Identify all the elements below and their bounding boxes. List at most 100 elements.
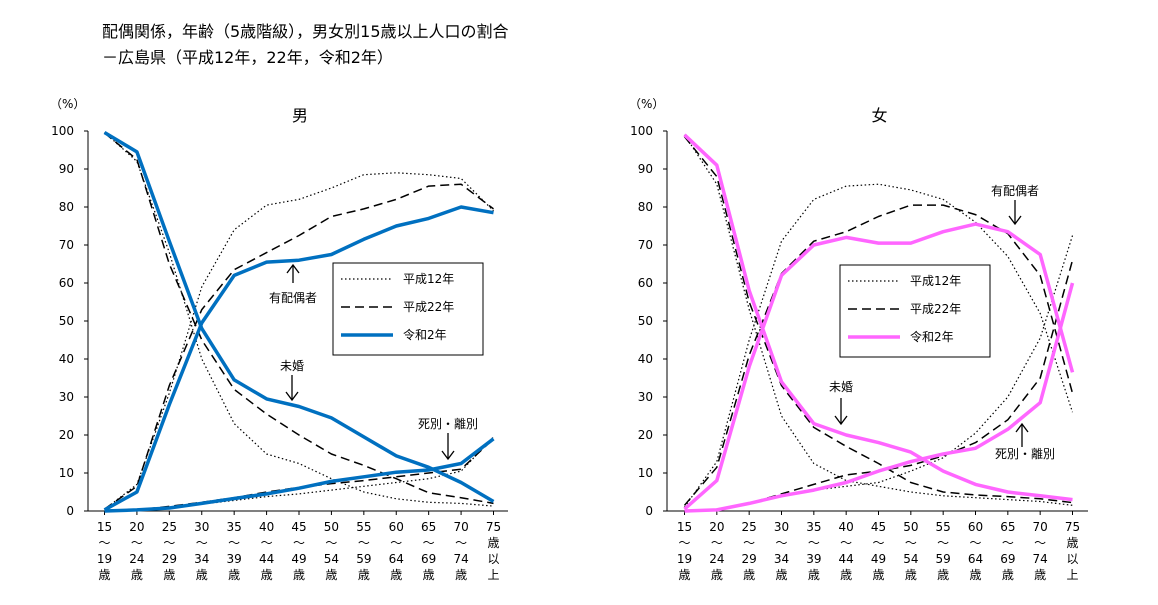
x-tick-label: 65 (1000, 520, 1015, 534)
legend-box (839, 264, 991, 358)
x-tick-label: 上 (1066, 568, 1078, 582)
x-tick-label: 65 (421, 520, 436, 534)
x-tick-label: ～ (1002, 536, 1014, 550)
x-tick-label: ～ (678, 536, 690, 550)
legend-label: 令和2年 (910, 329, 954, 344)
x-tick-label: 歳 (872, 568, 884, 582)
y-tick-label: 30 (638, 390, 653, 404)
y-tick-label: 100 (51, 124, 74, 138)
x-tick-label: 39 (806, 552, 821, 566)
chart-female: 0 10 20 30 40 50 60 70 80 90 100 （%） 女 15 ～ 19 歳 20 ～ 24 歳 25… (629, 97, 1088, 582)
x-tick-label: ～ (358, 536, 370, 550)
series-line-dashed-死別・離別 (104, 438, 495, 512)
x-tick-label: 歳 (1066, 536, 1078, 550)
x-tick-label: 以 (487, 552, 499, 566)
x-tick-label: 70 (1033, 520, 1048, 534)
x-tick-label: 19 (97, 552, 112, 566)
x-tick-label: 歳 (293, 568, 305, 582)
x-tick-label: 59 (936, 552, 951, 566)
x-tick-label: ～ (196, 536, 208, 550)
x-tick-label: 44 (259, 552, 274, 566)
arrow-head-icon (1008, 215, 1022, 226)
x-tick-label: 75 (486, 520, 501, 534)
legend-box (332, 262, 484, 356)
x-tick-label: 25 (742, 520, 757, 534)
x-tick-label: 歳 (358, 568, 370, 582)
x-tick-label: 歳 (711, 568, 723, 582)
annotation-label: 有配偶者 (269, 291, 317, 305)
y-tick-label: 80 (59, 200, 74, 214)
x-tick-label: 60 (389, 520, 404, 534)
x-tick-label: 歳 (228, 568, 240, 582)
x-tick-label: ～ (163, 536, 175, 550)
y-tick-label: 40 (59, 352, 74, 366)
x-tick-label: 34 (194, 552, 209, 566)
x-tick-label: 70 (453, 520, 468, 534)
x-tick-label: 75 (1065, 520, 1080, 534)
series-line-solid-未婚 (103, 130, 495, 504)
x-tick-label: 24 (129, 552, 144, 566)
x-tick-label: ～ (98, 536, 110, 550)
series-line-solid-有配偶者 (103, 205, 494, 512)
x-tick-label: 歳 (131, 568, 143, 582)
x-tick-label: 44 (839, 552, 854, 566)
x-tick-label: ～ (969, 536, 981, 550)
x-tick-label: 55 (356, 520, 371, 534)
x-tick-label: 20 (709, 520, 724, 534)
x-tick-label: 49 (291, 552, 306, 566)
x-tick-label: 歳 (455, 568, 467, 582)
x-tick-label: 69 (1000, 552, 1015, 566)
x-tick-label: 以 (1066, 552, 1078, 566)
x-tick-label: 15 (677, 520, 692, 534)
x-tick-label: 歳 (390, 568, 402, 582)
x-tick-label: 上 (487, 568, 499, 582)
panel-title: 女 (871, 106, 887, 125)
x-tick-label: 40 (839, 520, 854, 534)
x-tick-label: 54 (324, 552, 339, 566)
x-tick-label: 歳 (261, 568, 273, 582)
x-tick-label: 歳 (905, 568, 917, 582)
x-tick-label: 29 (742, 552, 757, 566)
x-tick-label: 24 (709, 552, 724, 566)
chart-title-line2: －広島県（平成12年，22年，令和2年） (102, 48, 393, 67)
x-tick-label: 64 (389, 552, 404, 566)
x-tick-label: ～ (743, 536, 755, 550)
x-tick-label: 35 (806, 520, 821, 534)
x-tick-label: 歳 (1034, 568, 1046, 582)
x-tick-label: 歳 (98, 568, 110, 582)
series-line-dashed-有配偶者 (104, 183, 494, 510)
y-axis-label: （%） (50, 97, 85, 111)
x-tick-label: 歳 (840, 568, 852, 582)
y-tick-label: 100 (630, 124, 653, 138)
x-tick-label: 歳 (196, 568, 208, 582)
y-tick-label: 50 (638, 314, 653, 328)
x-tick-label: 60 (968, 520, 983, 534)
x-tick-label: ～ (228, 536, 240, 550)
x-tick-label: 59 (356, 552, 371, 566)
x-tick-label: 74 (453, 552, 468, 566)
x-tick-label: 39 (227, 552, 242, 566)
x-tick-label: ～ (905, 536, 917, 550)
y-tick-label: 0 (645, 504, 653, 518)
y-tick-label: 70 (59, 238, 74, 252)
y-tick-label: 10 (638, 466, 653, 480)
x-tick-label: ～ (131, 536, 143, 550)
x-tick-label: 歳 (969, 568, 981, 582)
y-tick-label: 70 (638, 238, 653, 252)
x-tick-label: 49 (871, 552, 886, 566)
x-tick-label: 歳 (163, 568, 175, 582)
series-line-solid-死別・離別 (684, 282, 1075, 513)
series-line-dotted-有配偶者 (104, 172, 494, 510)
x-tick-label: ～ (423, 536, 435, 550)
y-tick-label: 90 (59, 162, 74, 176)
series-line-dotted-未婚 (104, 132, 494, 507)
y-tick-label: 40 (638, 352, 653, 366)
x-tick-label: 30 (774, 520, 789, 534)
legend-label: 平成12年 (910, 274, 961, 288)
legend-label: 平成22年 (910, 302, 961, 316)
x-tick-label: 45 (291, 520, 306, 534)
x-tick-label: 19 (677, 552, 692, 566)
panel-title: 男 (292, 106, 308, 125)
legend-label: 平成12年 (403, 272, 454, 286)
